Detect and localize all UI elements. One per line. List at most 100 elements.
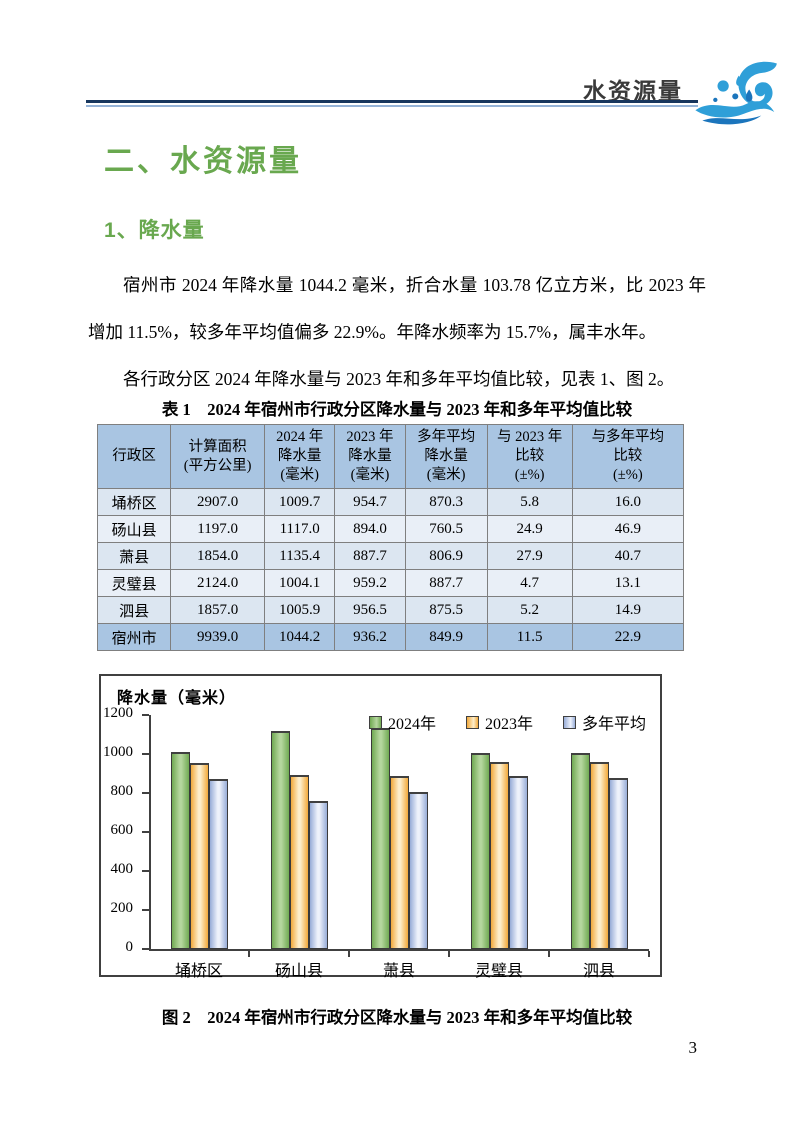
x-category-label: 埇桥区: [174, 963, 223, 980]
legend-swatch-icon: [465, 715, 479, 729]
bar-多年平均: [608, 778, 628, 949]
bar-多年平均: [208, 779, 228, 949]
y-tick: [142, 792, 149, 794]
precipitation-bar-chart: 降水量（毫米） 0 200 400 600 800 1000 1200 埇桥区 砀山县 萧县 灵璧县…: [99, 674, 662, 980]
table-cell: 砀山县: [96, 515, 172, 543]
table-cell: 萧县: [96, 542, 172, 570]
legend-label: 2023年: [484, 716, 533, 733]
column-header: 行政区: [96, 424, 172, 489]
table-row: 埇桥区 2907.0 1009.7 954.7 870.3 5.8 16.0: [96, 488, 685, 516]
column-header: 多年平均 降水量 (毫米): [404, 424, 488, 489]
column-header: 与多年平均 比较 (±%): [571, 424, 685, 489]
table-cell: 849.9: [404, 623, 488, 651]
bar-2023年: [189, 763, 209, 949]
column-header: 计算面积 (平方公里): [170, 424, 265, 489]
table-cell: 1117.0: [263, 515, 336, 543]
y-tick: [142, 948, 149, 950]
bar-2024年: [370, 728, 390, 949]
table-cell: 宿州市: [96, 623, 172, 651]
x-tick: [548, 951, 550, 957]
table-cell: 1004.1: [263, 569, 336, 597]
water-splash-icon: [695, 61, 777, 125]
y-tick-label: 1000: [103, 744, 133, 760]
legend-item: 多年平均: [562, 710, 646, 734]
table-caption: 表 1 2024 年宿州市行政分区降水量与 2023 年和多年平均值比较: [161, 400, 633, 419]
x-category-label: 灵璧县: [474, 963, 523, 980]
y-tick-label: 0: [125, 939, 134, 955]
table-cell: 956.5: [334, 596, 406, 624]
table-row: 泗县 1857.0 1005.9 956.5 875.5 5.2 14.9: [96, 596, 685, 624]
table-cell: 894.0: [334, 515, 406, 543]
table-cell: 1854.0: [170, 542, 265, 570]
bar-多年平均: [408, 792, 428, 949]
y-tick: [142, 870, 149, 872]
page-number: 3: [688, 1038, 698, 1057]
section-title: 二、水资源量: [104, 145, 302, 178]
table-cell: 2907.0: [170, 488, 265, 516]
table-cell: 24.9: [486, 515, 573, 543]
legend-label: 2024年: [387, 716, 436, 733]
table-row: 砀山县 1197.0 1117.0 894.0 760.5 24.9 46.9: [96, 515, 685, 543]
table-cell: 1135.4: [263, 542, 336, 570]
bar-group: [549, 715, 649, 949]
bar-2024年: [270, 731, 290, 949]
y-tick: [142, 831, 149, 833]
x-tick: [648, 951, 650, 957]
table-cell: 46.9: [571, 515, 685, 543]
subsection-title: 1、降水量: [104, 219, 205, 242]
bar-2023年: [389, 776, 409, 949]
header-rule-dark: [86, 100, 698, 103]
legend-swatch-icon: [368, 715, 382, 729]
table-row: 萧县 1854.0 1135.4 887.7 806.9 27.9 40.7: [96, 542, 685, 570]
table-cell: 959.2: [334, 569, 406, 597]
table-cell: 14.9: [571, 596, 685, 624]
y-tick-label: 600: [110, 822, 134, 838]
chart-y-axis-label: 降水量（毫米）: [117, 690, 237, 707]
y-tick-label: 200: [110, 900, 134, 916]
bar-2024年: [570, 753, 590, 949]
table-cell: 1197.0: [170, 515, 265, 543]
bar-2023年: [489, 762, 509, 949]
table-cell: 22.9: [571, 623, 685, 651]
table-cell: 40.7: [571, 542, 685, 570]
table-cell: 4.7: [486, 569, 573, 597]
bar-2023年: [589, 762, 609, 949]
bar-多年平均: [508, 776, 528, 949]
table-cell: 16.0: [571, 488, 685, 516]
table-total-row: 宿州市 9939.0 1044.2 936.2 849.9 11.5 22.9: [96, 623, 685, 651]
bar-2023年: [289, 775, 309, 949]
table-cell: 887.7: [334, 542, 406, 570]
column-header: 2023 年 降水量 (毫米): [334, 424, 406, 489]
table-cell: 1044.2: [263, 623, 336, 651]
table-cell: 泗县: [96, 596, 172, 624]
column-header: 2024 年 降水量 (毫米): [263, 424, 336, 489]
running-head: 水资源量: [583, 78, 683, 104]
y-tick: [142, 753, 149, 755]
paragraph-1: 宿州市 2024 年降水量 1044.2 毫米，折合水量 103.78 亿立方米…: [88, 275, 706, 342]
table-cell: 2124.0: [170, 569, 265, 597]
table-header-row: 行政区 计算面积 (平方公里) 2024 年 降水量 (毫米) 2023 年 降水量 …: [96, 424, 685, 489]
column-header: 与 2023 年 比较 (±%): [486, 424, 573, 489]
figure-caption: 图 2 2024 年宿州市行政分区降水量与 2023 年和多年平均值比较: [161, 1008, 633, 1027]
table-body: 埇桥区 2907.0 1009.7 954.7 870.3 5.8 16.0 砀山县 1197.…: [96, 488, 685, 651]
header-rule-light: [86, 105, 698, 107]
table-cell: 870.3: [404, 488, 488, 516]
legend-item: 2023年: [465, 710, 533, 734]
table-cell: 9939.0: [170, 623, 265, 651]
x-tick: [448, 951, 450, 957]
bar-group: [449, 715, 549, 949]
x-tick: [348, 951, 350, 957]
chart-y-axis: [149, 715, 151, 951]
bar-2024年: [470, 753, 490, 949]
table-cell: 1005.9: [263, 596, 336, 624]
paragraph-2: 各行政分区 2024 年降水量与 2023 年和多年平均值比较，见表 1、图 2…: [123, 369, 675, 389]
x-category-label: 砀山县: [274, 963, 323, 980]
y-tick-label: 1200: [103, 705, 133, 721]
table-cell: 936.2: [334, 623, 406, 651]
bar-group: [349, 715, 449, 949]
y-tick-label: 800: [110, 783, 134, 799]
table-cell: 806.9: [404, 542, 488, 570]
table-cell: 埇桥区: [96, 488, 172, 516]
y-tick-label: 400: [110, 861, 134, 877]
